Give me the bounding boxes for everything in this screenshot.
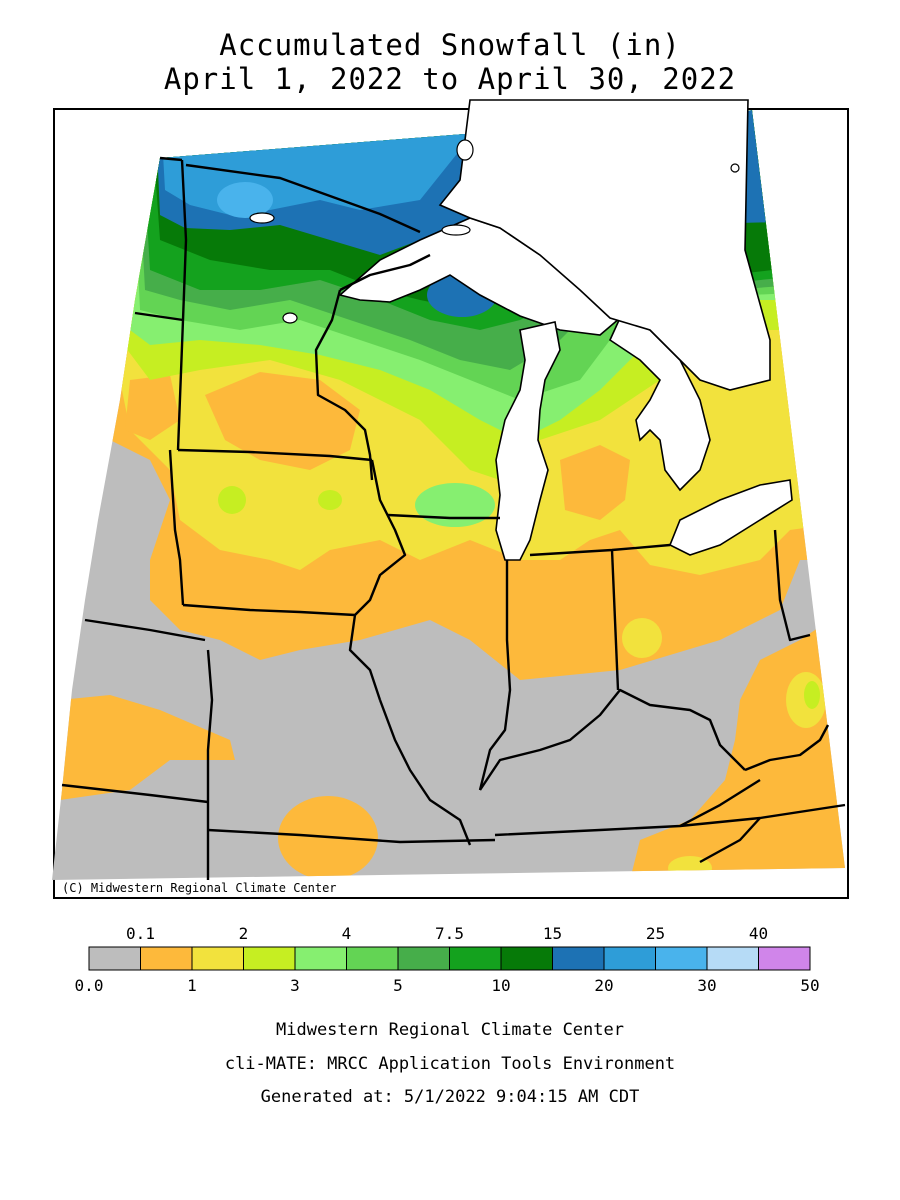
lake-erie (668, 479, 793, 556)
legend-bottom-label: 20 (594, 976, 613, 995)
ne-sd-border (84, 618, 206, 642)
in-mi-border (529, 543, 671, 557)
copyright-text: (C) Midwestern Regional Climate Center (62, 881, 337, 895)
footer-org: Midwestern Regional Climate Center (276, 1020, 624, 1040)
state-boundaries (61, 156, 846, 880)
legend-bin (655, 946, 708, 971)
legend-bin (449, 946, 502, 971)
legend-top-label: 25 (646, 924, 665, 943)
legend-bin (243, 946, 296, 971)
mn-west (176, 159, 188, 451)
legend-bin (397, 946, 450, 971)
legend-bin (706, 946, 759, 971)
map-title: Accumulated Snowfall (in) (219, 28, 681, 62)
legend-bottom-label: 1 (187, 976, 197, 995)
mo-east (378, 699, 472, 846)
footer-tool: cli-MATE: MRCC Application Tools Environ… (224, 1054, 676, 1074)
legend-bin (294, 946, 347, 971)
ontario-north (438, 99, 771, 391)
legend-bottom-label: 0.0 (75, 976, 104, 995)
legend-top-label: 2 (239, 924, 249, 943)
mi-up-border (339, 253, 431, 292)
tn-va-border (679, 778, 761, 828)
in-oh-border (610, 549, 620, 691)
legend-bottom-label: 50 (800, 976, 819, 995)
great-lakes (338, 99, 793, 561)
legend-bin (346, 946, 399, 971)
ky-wv-va (744, 724, 830, 772)
ks-ne-border (61, 783, 209, 804)
legend-bin (88, 946, 141, 971)
legend-top-label: 0.1 (126, 924, 155, 943)
sd-nd-border (134, 311, 184, 322)
ia-il-river (348, 459, 407, 701)
ohio-river (479, 688, 746, 791)
ia-west (168, 449, 185, 606)
legend-bin (552, 946, 605, 971)
lake-michigan (495, 321, 561, 561)
legend-bin (758, 946, 811, 971)
legend-top-label: 15 (543, 924, 562, 943)
lake-huron (608, 316, 711, 492)
legend-bin (140, 946, 193, 971)
mo-west (206, 649, 214, 880)
oh-pa-wv (773, 529, 811, 642)
legend-bottom-label: 3 (290, 976, 300, 995)
footer-generated: Generated at: 5/1/2022 9:04:15 AM CDT (260, 1087, 640, 1107)
mo-ar-border (207, 828, 496, 844)
ky-east (699, 817, 761, 864)
mn-wi-border (314, 289, 374, 481)
mn-ia-border (177, 448, 373, 462)
lake-superior (338, 217, 622, 336)
wi-il-border (387, 513, 500, 520)
legend-bin (603, 946, 656, 971)
legend-bottom-label: 5 (393, 976, 403, 995)
ia-mo-border (182, 603, 356, 617)
us-canada-border (185, 163, 421, 234)
legend-bottom-label: 10 (491, 976, 510, 995)
legend-top-label: 40 (749, 924, 768, 943)
nd-mn-north (159, 156, 183, 162)
legend-top-label: 7.5 (435, 924, 464, 943)
map-date-range: April 1, 2022 to April 30, 2022 (163, 62, 737, 96)
legend-bin (500, 946, 553, 971)
legend-bin (191, 946, 244, 971)
islands (249, 139, 740, 324)
legend-bottom-label: 30 (697, 976, 716, 995)
il-in-border (478, 560, 512, 791)
legend-top-label: 4 (342, 924, 352, 943)
